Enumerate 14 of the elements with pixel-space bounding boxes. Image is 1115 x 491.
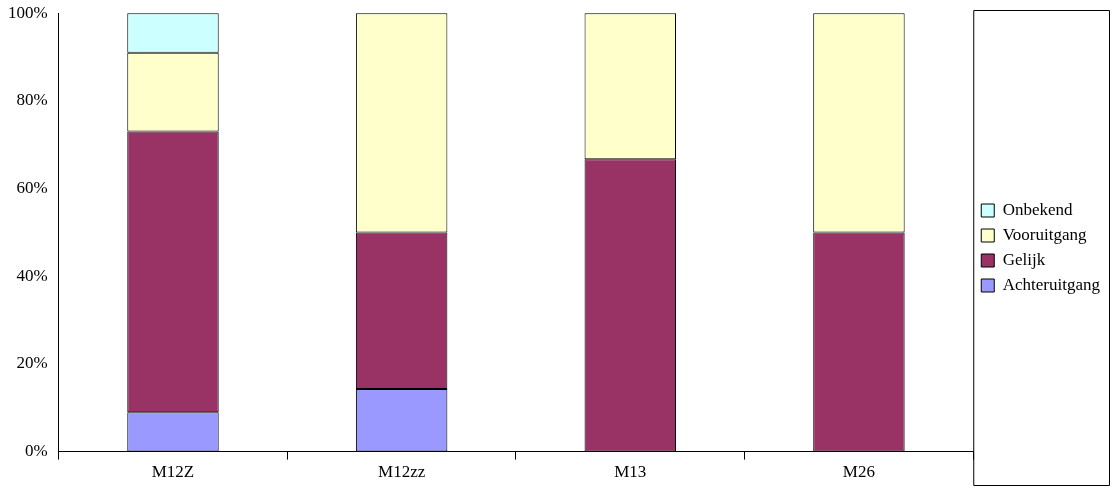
y-tick-label: 40% [16,265,48,285]
y-tick-label: 0% [24,441,48,461]
legend-label: Achteruitgang [1002,274,1101,294]
y-tick-label: 80% [16,90,48,110]
legend-label: Gelijk [1002,249,1046,269]
x-tick-label: M12Z [151,462,195,482]
legend-label: Vooruitgang [1002,224,1087,244]
y-tick-label: 100% [7,2,48,22]
y-tick-label: 60% [16,178,48,198]
y-tick-label: 20% [16,353,48,373]
x-tick-label: M12zz [378,462,426,482]
x-tick-label: M13 [614,462,647,482]
x-tick-label: M26 [842,462,875,482]
legend-label: Onbekend [1002,199,1074,219]
